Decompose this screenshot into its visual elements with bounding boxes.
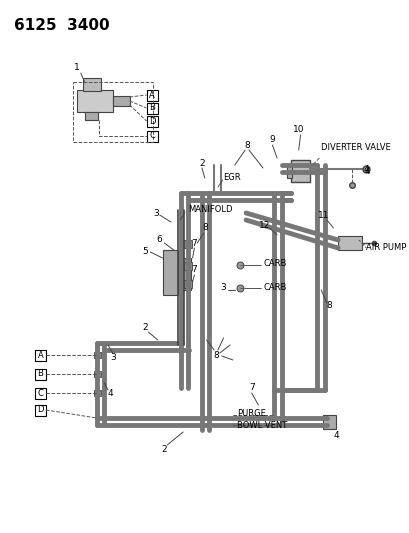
Bar	[146, 90, 157, 101]
Text: D: D	[37, 406, 43, 415]
Bar	[94, 371, 101, 377]
Text: 4: 4	[108, 389, 113, 398]
Bar	[35, 387, 46, 399]
Bar	[35, 350, 46, 360]
Text: B: B	[37, 369, 43, 378]
Bar	[84, 112, 97, 120]
Bar	[94, 390, 101, 396]
Text: 2: 2	[199, 158, 204, 167]
Text: 8: 8	[244, 141, 249, 149]
Text: 7: 7	[191, 238, 197, 247]
Bar	[177, 258, 190, 290]
Bar	[35, 405, 46, 416]
Text: 3: 3	[220, 284, 226, 293]
Text: 4: 4	[333, 431, 338, 440]
Text: EGR: EGR	[223, 174, 240, 182]
Text: 12: 12	[258, 221, 270, 230]
Bar	[35, 368, 46, 379]
Text: D: D	[148, 117, 155, 125]
Bar	[322, 415, 335, 429]
Text: 8: 8	[213, 351, 218, 359]
Text: B: B	[149, 103, 155, 112]
Bar	[83, 78, 101, 91]
Text: 2: 2	[161, 446, 167, 455]
Bar	[94, 352, 101, 358]
Bar	[337, 236, 361, 250]
Text: 6125  3400: 6125 3400	[14, 18, 110, 33]
Bar	[287, 164, 292, 178]
Text: 4: 4	[363, 166, 368, 174]
Text: A: A	[149, 91, 155, 100]
Text: CARB: CARB	[262, 259, 286, 268]
Text: 3: 3	[153, 208, 158, 217]
Text: 8: 8	[201, 223, 207, 232]
Text: 4: 4	[364, 166, 369, 175]
Text: MANIFOLD: MANIFOLD	[187, 206, 232, 214]
Bar	[146, 131, 157, 141]
Bar	[162, 250, 177, 295]
Text: 3: 3	[110, 352, 115, 361]
Text: 2: 2	[142, 324, 148, 333]
Text: PURGE: PURGE	[236, 408, 265, 417]
Text: 7: 7	[248, 384, 254, 392]
Text: 9: 9	[269, 135, 274, 144]
Text: 10: 10	[292, 125, 304, 134]
Bar	[112, 96, 129, 106]
Text: 11: 11	[317, 211, 329, 220]
Text: C: C	[149, 132, 155, 141]
Text: BOWL VENT: BOWL VENT	[236, 422, 286, 431]
Text: 6: 6	[156, 236, 162, 245]
Text: 7: 7	[191, 265, 197, 274]
Bar	[184, 262, 191, 270]
Text: 8: 8	[325, 301, 331, 310]
Text: A: A	[38, 351, 43, 359]
Text: C: C	[37, 389, 43, 398]
Bar	[77, 90, 112, 112]
Text: CARB: CARB	[262, 282, 286, 292]
Text: 1: 1	[74, 63, 80, 72]
Text: 5: 5	[142, 247, 148, 256]
Bar	[146, 102, 157, 114]
Bar	[290, 160, 309, 182]
Text: DIVERTER VALVE: DIVERTER VALVE	[321, 143, 390, 152]
Bar	[146, 116, 157, 126]
Text: AIR PUMP: AIR PUMP	[366, 244, 406, 253]
Bar	[184, 240, 191, 248]
Bar	[184, 280, 191, 288]
Bar	[73, 82, 153, 142]
